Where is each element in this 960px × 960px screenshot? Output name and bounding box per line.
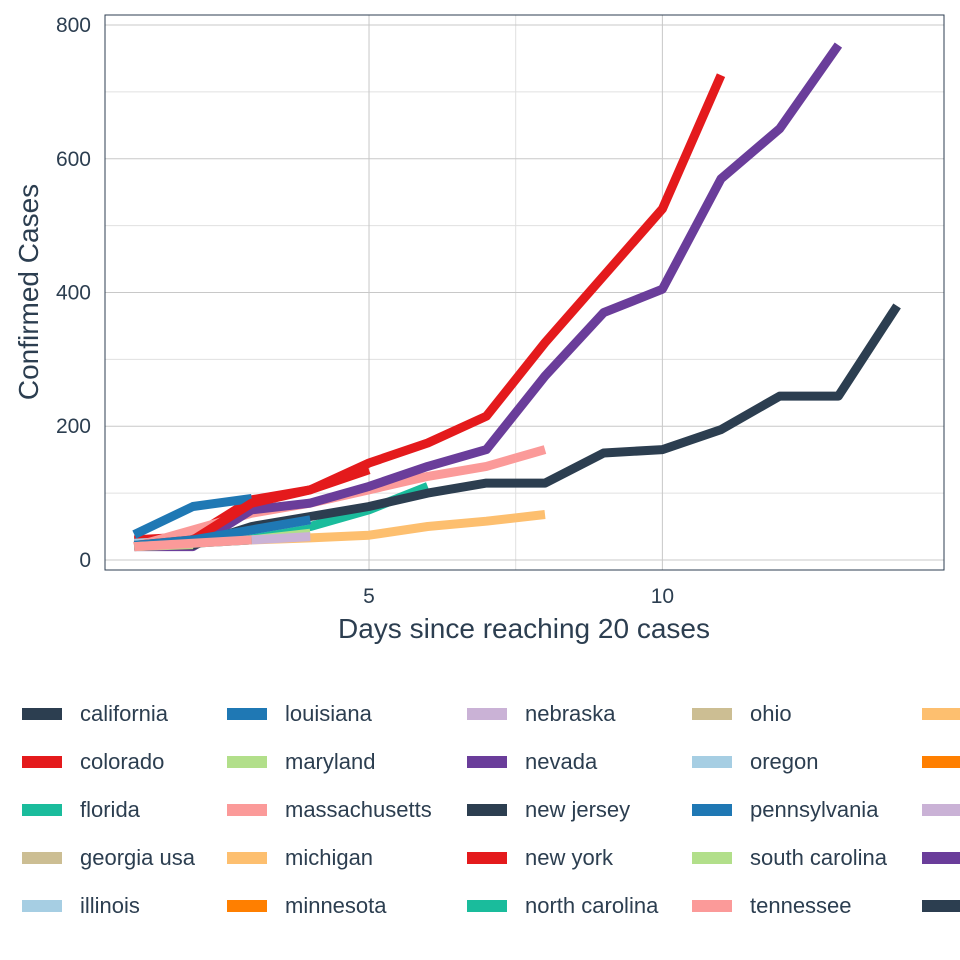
legend-key [922, 756, 960, 768]
legend-item [900, 786, 960, 834]
legend-label: michigan [285, 845, 374, 870]
legend-key [22, 852, 62, 864]
legend-item: oregon [670, 738, 819, 786]
legend-key [467, 804, 507, 816]
legend-item: ohio [670, 690, 792, 738]
legend-key [467, 900, 507, 912]
legend-item [900, 738, 960, 786]
y-tick-label: 0 [79, 549, 91, 572]
legend-key [22, 804, 62, 816]
series-line-nevada [134, 42, 843, 552]
legend-item: michigan [205, 834, 373, 882]
legend-key [692, 900, 732, 912]
legend-item: tennessee [670, 882, 852, 930]
legend-item: new jersey [445, 786, 630, 834]
legend: california colorado florida georgia usa illi… [0, 690, 960, 940]
y-tick-label: 800 [56, 14, 91, 37]
legend-key [922, 804, 960, 816]
legend-key [692, 756, 732, 768]
legend-key [227, 708, 267, 720]
legend-item: pennsylvania [670, 786, 878, 834]
legend-key [467, 852, 507, 864]
y-tick-label: 600 [56, 148, 91, 171]
y-tick-label: 400 [56, 282, 91, 305]
legend-item: florida [0, 786, 140, 834]
legend-item: georgia usa [0, 834, 195, 882]
legend-label: oregon [750, 749, 819, 774]
legend-item: colorado [0, 738, 164, 786]
legend-key [227, 804, 267, 816]
legend-item: new york [445, 834, 613, 882]
legend-item: maryland [205, 738, 375, 786]
legend-item [900, 834, 960, 882]
x-tick-labels: 5 10 [363, 585, 674, 608]
legend-label: massachusetts [285, 797, 432, 822]
x-axis-title: Days since reaching 20 cases [338, 613, 710, 644]
legend-key [692, 804, 732, 816]
legend-item [900, 690, 960, 738]
legend-label: maryland [285, 749, 376, 774]
legend-label: colorado [80, 749, 165, 774]
legend-key [22, 900, 62, 912]
legend-item: louisiana [205, 690, 372, 738]
legend-label: california [80, 701, 169, 726]
legend-label: nevada [525, 749, 598, 774]
legend-item: illinois [0, 882, 140, 930]
y-tick-labels: 0 200 400 600 800 [56, 14, 91, 572]
legend-label: florida [80, 797, 140, 822]
legend-label: nebraska [525, 701, 616, 726]
legend-item: south carolina [670, 834, 887, 882]
legend-key [227, 852, 267, 864]
legend-key [22, 708, 62, 720]
legend-item: massachusetts [205, 786, 432, 834]
legend-label: pennsylvania [750, 797, 879, 822]
legend-label: new jersey [525, 797, 631, 822]
legend-item: north carolina [445, 882, 658, 930]
legend-key [467, 756, 507, 768]
legend-key [692, 852, 732, 864]
legend-label: north carolina [525, 893, 659, 918]
legend-key [227, 900, 267, 912]
legend-label: new york [525, 845, 614, 870]
legend-key [22, 756, 62, 768]
legend-item: california [0, 690, 168, 738]
x-tick-label: 10 [651, 585, 674, 608]
legend-key [692, 708, 732, 720]
series-lines [132, 42, 901, 552]
legend-label: tennessee [750, 893, 852, 918]
legend-label: ohio [750, 701, 792, 726]
chart: 0 200 400 600 800 5 10 Days since reaching 20… [13, 14, 945, 644]
legend-label: minnesota [285, 893, 387, 918]
y-axis-title: Confirmed Cases [13, 184, 44, 400]
grid [105, 15, 944, 570]
series-line-new-york [133, 73, 726, 550]
plot-panel-border [104, 14, 945, 571]
x-tick-label: 5 [363, 585, 375, 608]
series-line-tennessee [134, 535, 252, 552]
legend-key [467, 708, 507, 720]
legend-key [922, 708, 960, 720]
series-line-louisiana [132, 494, 253, 539]
legend-item: nebraska [445, 690, 616, 738]
legend-key [922, 852, 960, 864]
legend-label: georgia usa [80, 845, 195, 870]
y-tick-label: 200 [56, 415, 91, 438]
legend-label: louisiana [285, 701, 372, 726]
legend-label: south carolina [750, 845, 887, 870]
legend-item [900, 882, 960, 930]
legend-item: nevada [445, 738, 597, 786]
legend-key [227, 756, 267, 768]
legend-item: minnesota [205, 882, 387, 930]
legend-label: illinois [80, 893, 140, 918]
legend-key [922, 900, 960, 912]
